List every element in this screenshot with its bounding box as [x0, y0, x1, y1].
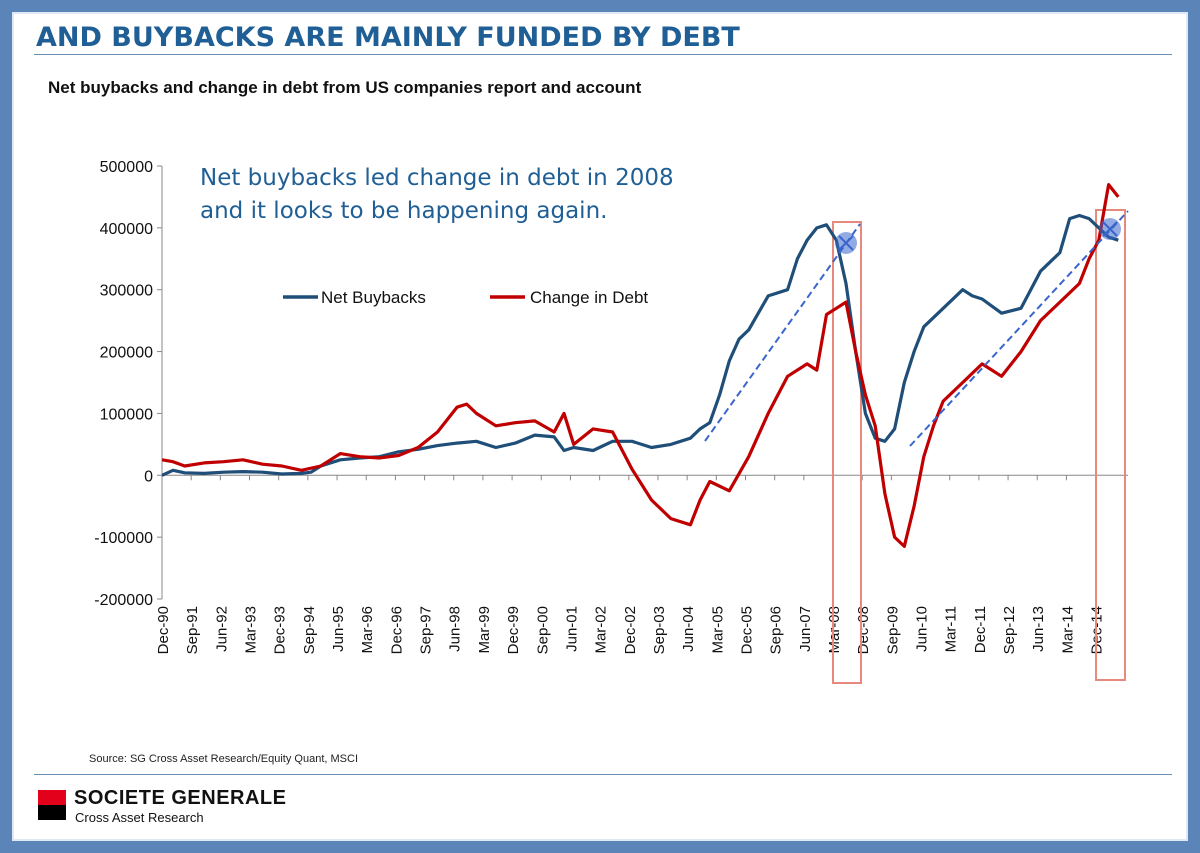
slide: AND BUYBACKS ARE MAINLY FUNDED BY DEBT N…	[12, 12, 1188, 841]
chart-subtitle: Net buybacks and change in debt from US …	[48, 78, 642, 97]
annotation-line-1: Net buybacks led change in debt in 2008	[200, 165, 674, 191]
x-tick-label: Mar-11	[943, 606, 960, 652]
annotation-line-2: and it looks to be happening again.	[200, 198, 607, 224]
y-tick-label: 200000	[100, 345, 153, 362]
x-tick-label: Dec-99	[505, 606, 522, 654]
x-tick-label: Jun-01	[563, 606, 580, 652]
highlight-box-2015	[1095, 209, 1126, 681]
y-tick-label: -100000	[94, 530, 153, 547]
title-divider	[34, 54, 1172, 55]
y-tick-label: -200000	[94, 592, 153, 609]
brand-name: SOCIETE GENERALE	[74, 787, 287, 809]
crossing-marker-x	[1102, 221, 1118, 237]
x-tick-label: Dec-93	[272, 606, 289, 654]
source-note: Source: SG Cross Asset Research/Equity Q…	[89, 753, 358, 765]
x-tick-label: Mar-93	[243, 606, 260, 654]
x-tick-label: Mar-14	[1059, 606, 1076, 654]
net-buybacks-line	[161, 213, 1119, 477]
x-tick-label: Jun-92	[213, 606, 230, 652]
x-tick-label: Sep-12	[1001, 606, 1018, 654]
x-tick-label: Jun-07	[797, 606, 814, 652]
crossing-marker-x	[838, 235, 854, 251]
x-tick-label: Mar-99	[476, 606, 493, 654]
x-tick-label: Mar-02	[593, 606, 610, 654]
x-tick-label: Dec-90	[155, 606, 172, 654]
x-tick-label: Dec-96	[388, 606, 405, 654]
slide-title: AND BUYBACKS ARE MAINLY FUNDED BY DEBT	[36, 22, 740, 53]
x-tick-label: Dec-08	[855, 606, 872, 654]
x-tick-label: Dec-11	[972, 606, 989, 653]
trend-line-2005-2008	[704, 223, 861, 442]
y-tick-label: 400000	[100, 221, 153, 238]
x-tick-label: Dec-05	[738, 606, 755, 654]
x-tick-label: Jun-04	[680, 606, 697, 652]
x-tick-label: Mar-05	[709, 606, 726, 654]
x-tick-label: Sep-94	[301, 606, 318, 654]
trend-line-2009-2015	[909, 210, 1129, 447]
societe-generale-logo	[38, 790, 66, 820]
x-tick-label: Sep-91	[184, 606, 201, 654]
x-tick-label: Sep-97	[418, 606, 435, 654]
x-tick-label: Jun-95	[330, 606, 347, 652]
x-tick-label: Dec-14	[1089, 606, 1106, 654]
x-tick-label: Sep-06	[768, 606, 785, 654]
y-tick-label: 500000	[100, 159, 153, 176]
footer-divider	[34, 774, 1172, 775]
x-tick-label: Sep-00	[534, 606, 551, 654]
legend-label-net-buybacks: Net Buybacks	[321, 288, 426, 307]
legend-label-change-in-debt: Change in Debt	[530, 288, 648, 307]
highlight-box-2008	[832, 221, 862, 684]
x-tick-label: Mar-08	[826, 606, 843, 654]
change-in-debt-line	[161, 183, 1120, 548]
brand-subtitle: Cross Asset Research	[75, 810, 204, 825]
y-tick-label: 0	[144, 468, 153, 485]
y-tick-label: 100000	[100, 406, 153, 423]
x-tick-label: Sep-03	[651, 606, 668, 654]
x-tick-label: Mar-96	[359, 606, 376, 654]
x-tick-label: Jun-98	[447, 606, 464, 652]
x-tick-label: Sep-09	[884, 606, 901, 654]
x-tick-label: Jun-13	[1030, 606, 1047, 652]
x-tick-label: Jun-10	[914, 606, 931, 652]
y-tick-label: 300000	[100, 283, 153, 300]
x-tick-label: Dec-02	[622, 606, 639, 654]
